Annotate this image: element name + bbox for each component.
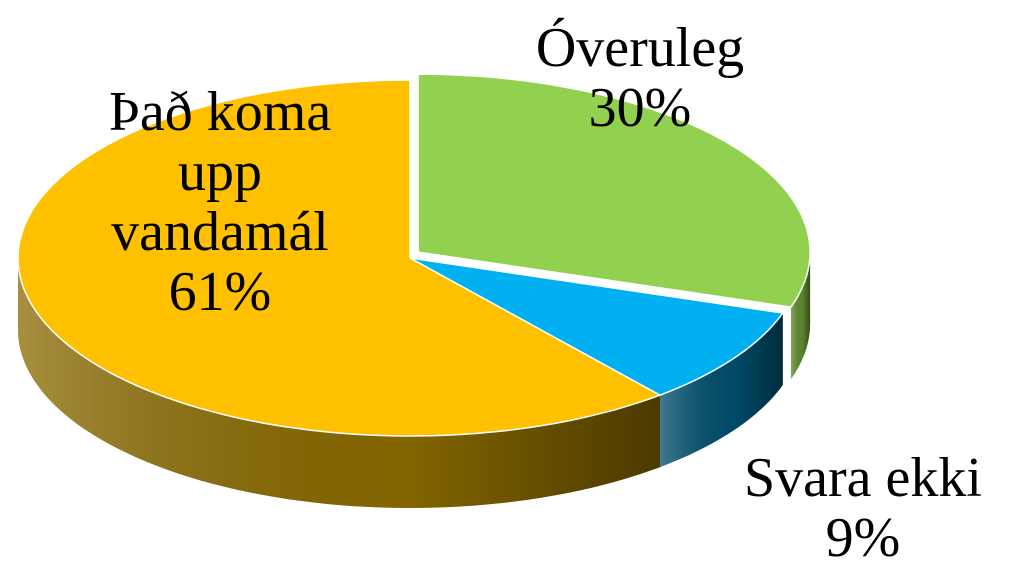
value-label: 9% [825, 507, 901, 569]
slice-side-shade [790, 252, 811, 380]
slice-label: Svara ekki 9% [705, 448, 1021, 568]
pie-slice [417, 73, 811, 308]
pie-slice [409, 257, 784, 396]
category-label: Óveruleg [535, 17, 745, 79]
value-label: 61% [168, 261, 272, 323]
slice-label: Það koma upp vandamál 61% [70, 82, 370, 322]
slice-label: Óveruleg 30% [490, 18, 790, 138]
slice-side-shade [659, 313, 783, 468]
category-label: Svara ekki [744, 447, 982, 509]
value-label: 30% [588, 77, 692, 139]
category-label: Það koma upp vandamál [108, 81, 332, 263]
pie-slice [17, 79, 661, 437]
slice-side-shade [18, 258, 660, 508]
